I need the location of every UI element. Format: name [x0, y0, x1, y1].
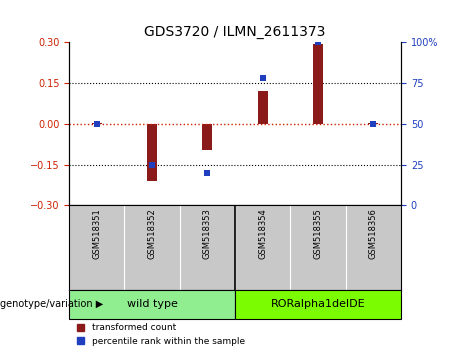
Point	[93, 121, 100, 127]
Text: GSM518351: GSM518351	[92, 208, 101, 259]
Bar	[202, 124, 213, 150]
Point	[259, 75, 266, 81]
Point	[370, 121, 377, 127]
Text: GSM518352: GSM518352	[148, 208, 157, 259]
Text: wild type: wild type	[127, 299, 177, 309]
Text: RORalpha1delDE: RORalpha1delDE	[271, 299, 366, 309]
Bar	[69, 290, 235, 319]
Title: GDS3720 / ILMN_2611373: GDS3720 / ILMN_2611373	[144, 25, 326, 39]
Text: GSM518356: GSM518356	[369, 208, 378, 259]
Bar	[92, 122, 102, 124]
Point	[204, 170, 211, 176]
Point	[148, 162, 156, 167]
Bar	[147, 124, 157, 181]
Bar	[368, 122, 378, 124]
Legend: transformed count, percentile rank within the sample: transformed count, percentile rank withi…	[74, 320, 248, 349]
Text: GSM518355: GSM518355	[313, 208, 323, 259]
Bar	[235, 290, 401, 319]
Text: GSM518353: GSM518353	[203, 208, 212, 259]
Text: GSM518354: GSM518354	[258, 208, 267, 259]
Bar	[258, 91, 268, 124]
Bar	[313, 44, 323, 124]
Point	[314, 40, 322, 45]
Text: genotype/variation ▶: genotype/variation ▶	[0, 299, 103, 309]
